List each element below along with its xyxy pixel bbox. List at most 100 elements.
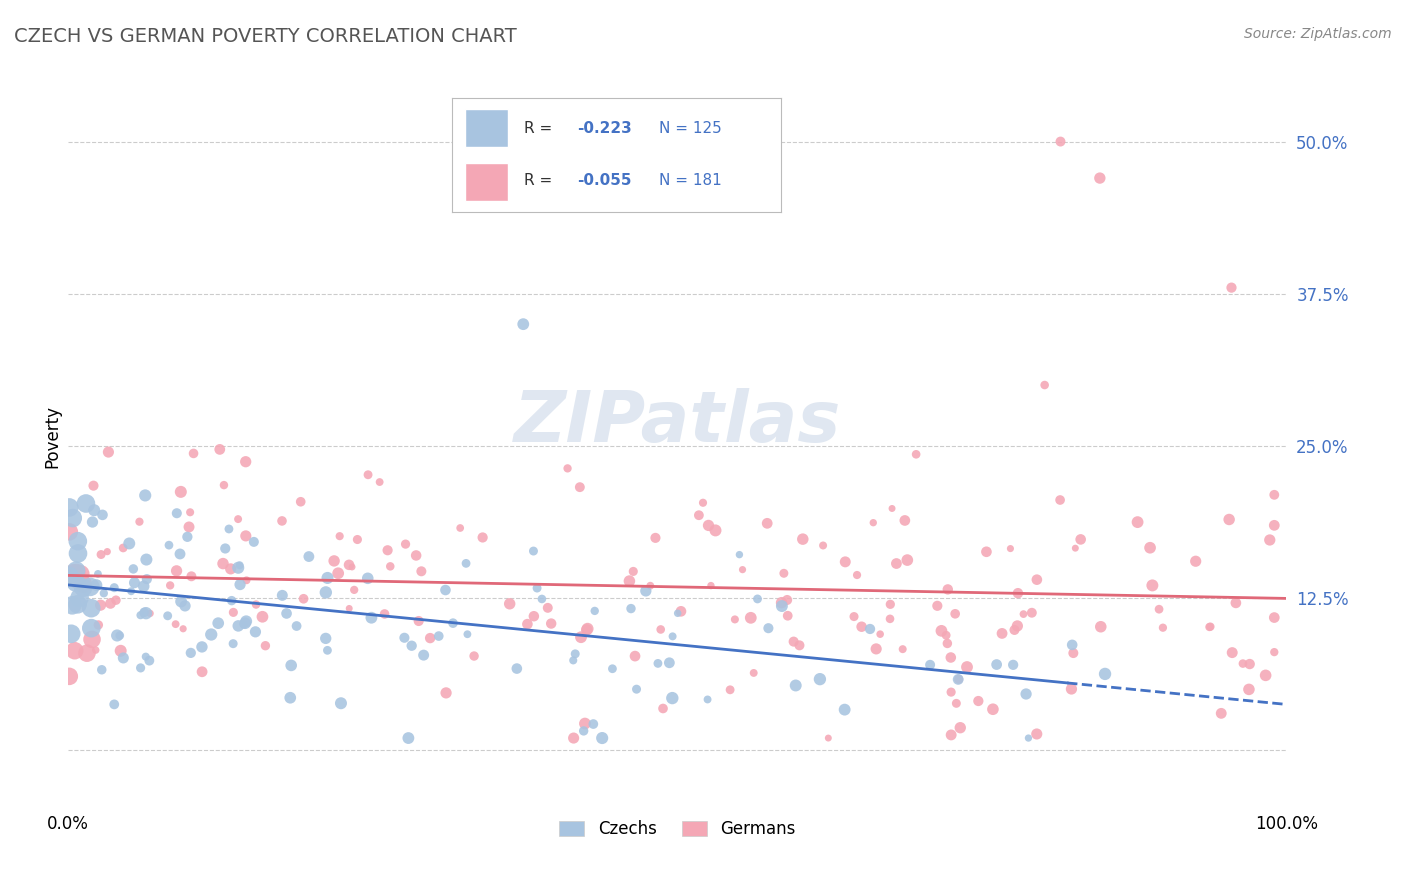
Point [191,665,214,679]
Point [394,537,416,551]
Point [891,642,914,657]
Point [718,682,741,697]
Point [454,557,477,571]
Point [112,651,135,665]
Point [103,698,125,712]
Point [97,445,120,459]
Point [343,582,366,597]
Point [79,580,101,594]
Point [222,606,245,620]
Point [747,591,769,606]
Point [120,584,142,599]
Point [846,568,869,582]
Point [135,552,157,566]
Point [80,621,103,635]
Point [368,475,391,489]
Point [1012,607,1035,621]
Point [692,496,714,510]
Point [1070,533,1092,547]
Point [235,615,257,629]
Point [69,591,91,605]
Point [1060,681,1083,696]
Point [337,558,360,572]
Point [782,634,804,648]
Point [219,562,242,576]
Point [621,565,644,579]
Point [1184,554,1206,568]
Point [346,533,368,547]
Point [60,599,83,613]
Point [506,662,529,676]
Point [927,599,949,613]
Text: ZIPatlas: ZIPatlas [513,387,841,457]
Point [776,593,799,607]
Point [785,678,807,692]
Point [859,622,882,636]
Point [218,522,240,536]
Point [226,512,249,526]
Point [943,607,966,621]
Point [315,585,337,599]
Point [834,555,856,569]
Point [208,442,231,457]
Point [1220,280,1243,294]
Point [221,593,243,607]
Point [222,637,245,651]
Point [537,600,560,615]
Point [290,494,312,508]
Point [1033,378,1056,392]
Point [104,593,127,607]
Point [879,597,901,611]
Point [58,669,80,683]
Point [72,577,94,591]
Point [180,646,202,660]
Point [696,692,718,706]
Point [191,640,214,654]
Point [357,571,380,585]
Point [84,643,107,657]
Point [640,579,662,593]
Point [408,614,430,628]
Point [66,534,89,549]
Point [948,672,970,686]
Point [169,547,191,561]
Point [66,597,89,611]
Point [865,641,887,656]
Point [112,541,135,555]
Point [412,648,434,662]
Point [1094,667,1116,681]
Point [817,731,839,745]
Point [434,582,457,597]
Point [941,728,963,742]
Point [647,657,669,671]
Point [1147,602,1170,616]
Point [103,581,125,595]
Point [920,657,942,672]
Point [1263,645,1285,659]
Point [156,608,179,623]
Point [245,624,267,639]
Point [179,505,201,519]
Point [945,697,967,711]
Point [949,721,972,735]
Point [731,563,754,577]
Point [135,649,157,664]
Point [776,608,799,623]
Point [1152,621,1174,635]
Text: Source: ZipAtlas.com: Source: ZipAtlas.com [1244,27,1392,41]
Point [394,631,416,645]
Point [936,582,959,597]
Point [135,606,157,620]
Point [880,501,903,516]
Point [235,455,257,469]
Point [936,636,959,650]
Point [1090,620,1112,634]
Point [110,644,132,658]
Point [316,643,339,657]
Point [516,617,538,632]
Point [967,694,990,708]
Point [235,574,257,588]
Point [557,461,579,475]
Point [1062,646,1084,660]
Point [419,631,441,645]
